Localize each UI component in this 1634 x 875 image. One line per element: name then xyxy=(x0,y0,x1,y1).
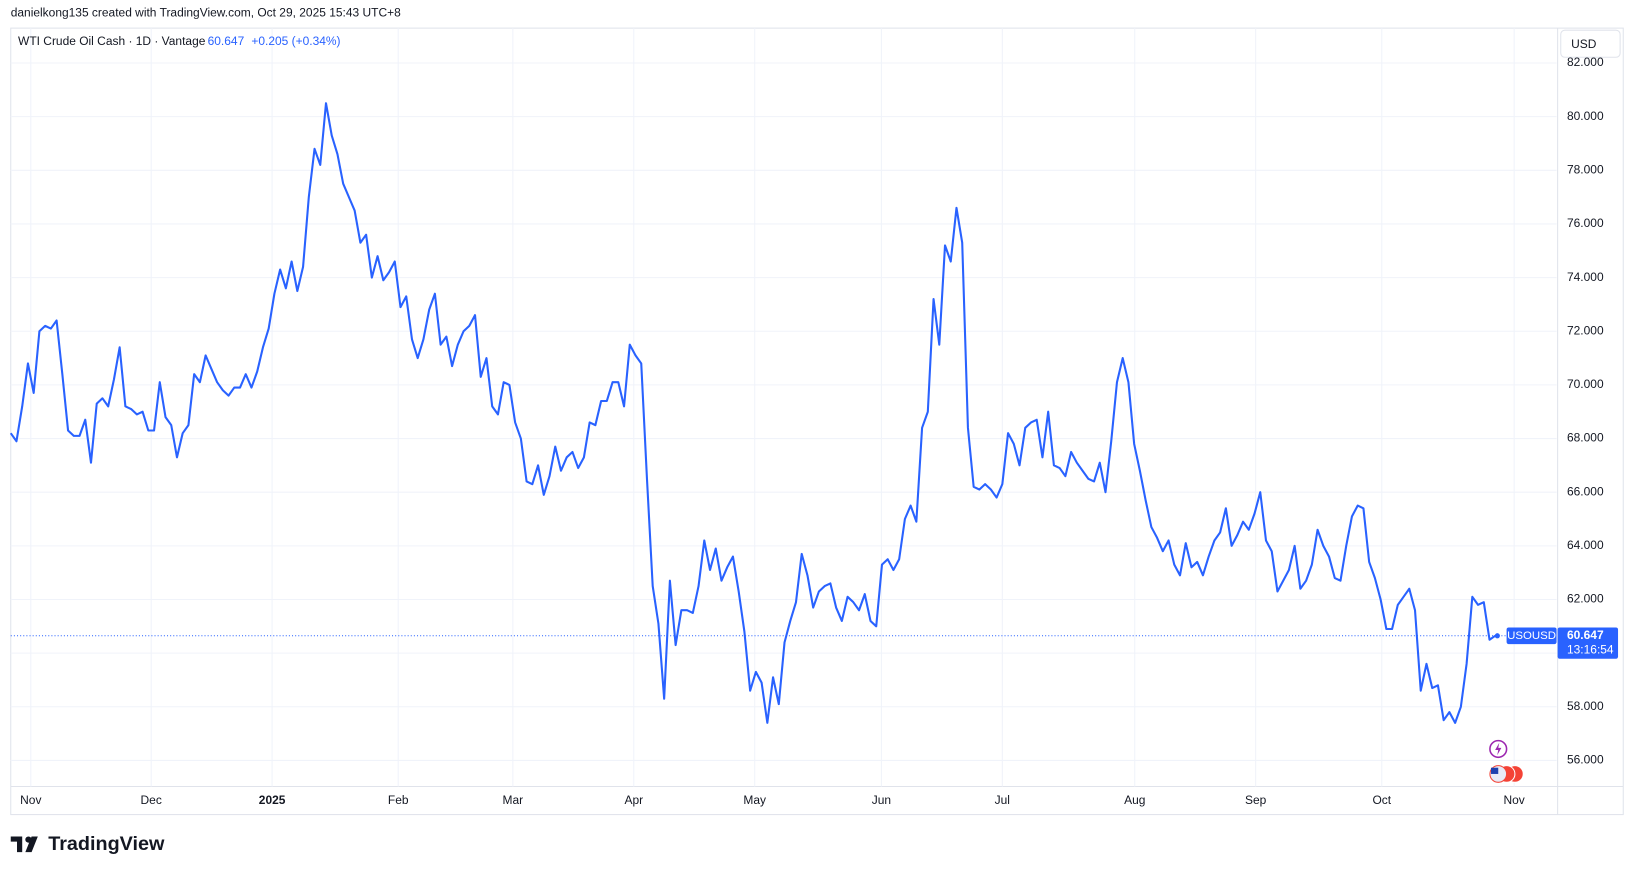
x-tick-label: Apr xyxy=(624,793,643,807)
watermark: danielkong135 created with TradingView.c… xyxy=(11,6,401,20)
currency-label[interactable]: USD xyxy=(1571,37,1597,51)
x-tick-label: Feb xyxy=(388,793,409,807)
y-tick-label: 74.000 xyxy=(1567,270,1604,284)
last-price-dot xyxy=(1494,633,1500,639)
currency-button-box[interactable] xyxy=(1560,29,1621,58)
chart-frame xyxy=(10,27,1624,816)
x-tick-label: Dec xyxy=(141,793,162,807)
logo-text: TradingView xyxy=(48,833,165,855)
x-tick-label: Jun xyxy=(872,793,891,807)
header-change: +0.205 (+0.34%) xyxy=(251,34,340,48)
header-price: 60.647 xyxy=(208,34,245,48)
currency-button[interactable]: USD xyxy=(1560,29,1621,58)
chart-title: WTI Crude Oil Cash · 1D · Vantage xyxy=(18,34,206,48)
y-tick-label: 58.000 xyxy=(1567,699,1604,713)
x-tick-label: Mar xyxy=(503,793,524,807)
price-line xyxy=(9,102,1496,724)
symbol-label: USOUSD xyxy=(1507,630,1556,642)
y-tick-label: 64.000 xyxy=(1567,538,1604,552)
plot xyxy=(9,102,1557,724)
grid xyxy=(10,28,1557,787)
y-tick-label: 80.000 xyxy=(1567,109,1604,123)
y-tick-label: 72.000 xyxy=(1567,323,1604,337)
x-tick-label: Jul xyxy=(995,793,1010,807)
x-tick-label: Aug xyxy=(1124,793,1145,807)
symbol-badge xyxy=(1506,627,1557,645)
x-tick-label: Sep xyxy=(1245,793,1267,807)
price-badge xyxy=(1557,627,1619,659)
price-label: 60.647 xyxy=(1567,628,1604,642)
y-tick-label: 68.000 xyxy=(1567,431,1604,445)
lightning-icon xyxy=(1495,742,1502,756)
countdown-label: 13:16:54 xyxy=(1567,643,1614,657)
y-tick-label: 62.000 xyxy=(1567,592,1604,606)
logo: TradingView xyxy=(10,833,165,855)
logo-dot xyxy=(25,836,32,843)
y-tick-label: 78.000 xyxy=(1567,162,1604,176)
event-icons xyxy=(1489,739,1524,783)
flag-canton xyxy=(1490,767,1499,774)
x-tick-label: Nov xyxy=(20,793,41,807)
y-tick-label: 70.000 xyxy=(1567,377,1604,391)
x-tick-label: Nov xyxy=(1504,793,1525,807)
x-tick-label: 2025 xyxy=(259,793,286,807)
y-tick-label: 76.000 xyxy=(1567,216,1604,230)
x-tick-label: May xyxy=(743,793,766,807)
y-tick-label: 56.000 xyxy=(1567,753,1604,767)
x-tick-label: Oct xyxy=(1372,793,1391,807)
y-tick-label: 82.000 xyxy=(1567,55,1604,69)
y-tick-label: 66.000 xyxy=(1567,484,1604,498)
